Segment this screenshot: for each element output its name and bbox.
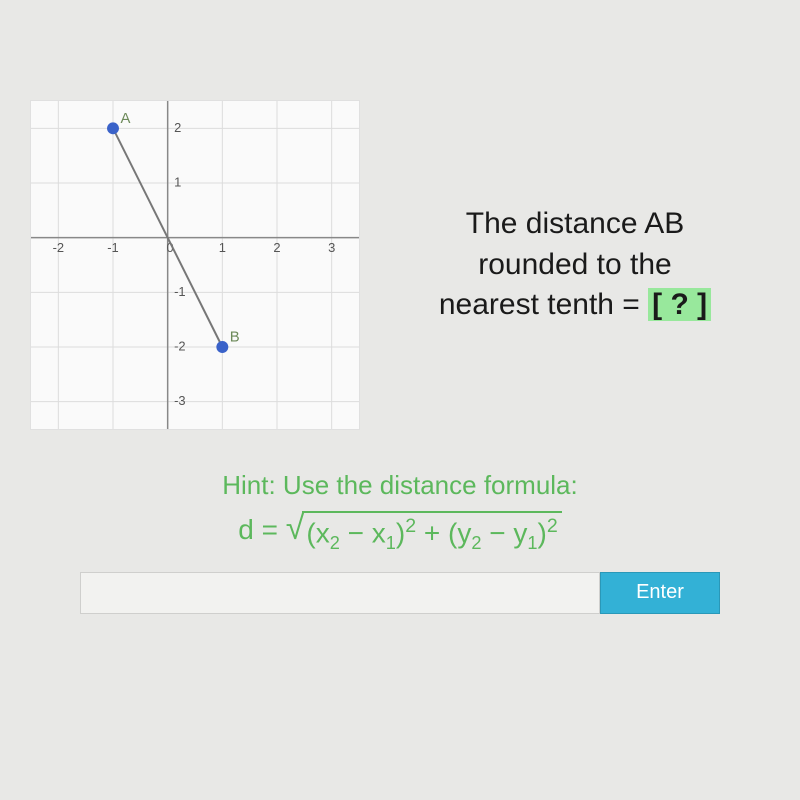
answer-blank[interactable]: [ ? ] <box>648 288 711 321</box>
hint-block: Hint: Use the distance formula: d = √ (x… <box>30 470 770 554</box>
point-b-label: B <box>230 330 240 346</box>
sqrt-icon: √ (x2 − x1)2 + (y2 − y1)2 <box>286 511 562 554</box>
formula-radicand: (x2 − x1)2 + (y2 − y1)2 <box>302 511 561 554</box>
top-row: -2 -1 0 1 2 3 2 1 -1 -2 -3 <box>30 100 770 430</box>
distance-formula: d = √ (x2 − x1)2 + (y2 − y1)2 <box>238 511 562 554</box>
point-a-label: A <box>120 111 130 127</box>
answer-input-row: Enter <box>80 572 720 614</box>
svg-text:1: 1 <box>174 174 181 189</box>
enter-button[interactable]: Enter <box>600 572 720 614</box>
question-line-3-prefix: nearest tenth = <box>439 288 648 321</box>
svg-text:1: 1 <box>219 240 226 255</box>
question-text: The distance AB rounded to the nearest t… <box>380 204 770 326</box>
graph-svg: -2 -1 0 1 2 3 2 1 -1 -2 -3 <box>31 101 359 429</box>
formula-lhs: d = <box>238 514 285 545</box>
svg-text:-3: -3 <box>174 393 185 408</box>
point-a <box>107 122 119 134</box>
svg-text:-1: -1 <box>174 284 185 299</box>
svg-text:2: 2 <box>273 240 280 255</box>
svg-text:2: 2 <box>174 120 181 135</box>
svg-text:-1: -1 <box>107 240 118 255</box>
svg-text:-2: -2 <box>174 338 185 353</box>
svg-text:3: 3 <box>328 240 335 255</box>
svg-text:-2: -2 <box>53 240 64 255</box>
question-line-1: The distance AB <box>466 207 684 240</box>
point-b <box>216 341 228 353</box>
answer-input[interactable] <box>80 572 600 614</box>
question-line-2: rounded to the <box>478 248 672 281</box>
content-area: -2 -1 0 1 2 3 2 1 -1 -2 -3 <box>30 100 770 614</box>
coordinate-graph: -2 -1 0 1 2 3 2 1 -1 -2 -3 <box>30 100 360 430</box>
hint-title: Hint: Use the distance formula: <box>30 470 770 501</box>
